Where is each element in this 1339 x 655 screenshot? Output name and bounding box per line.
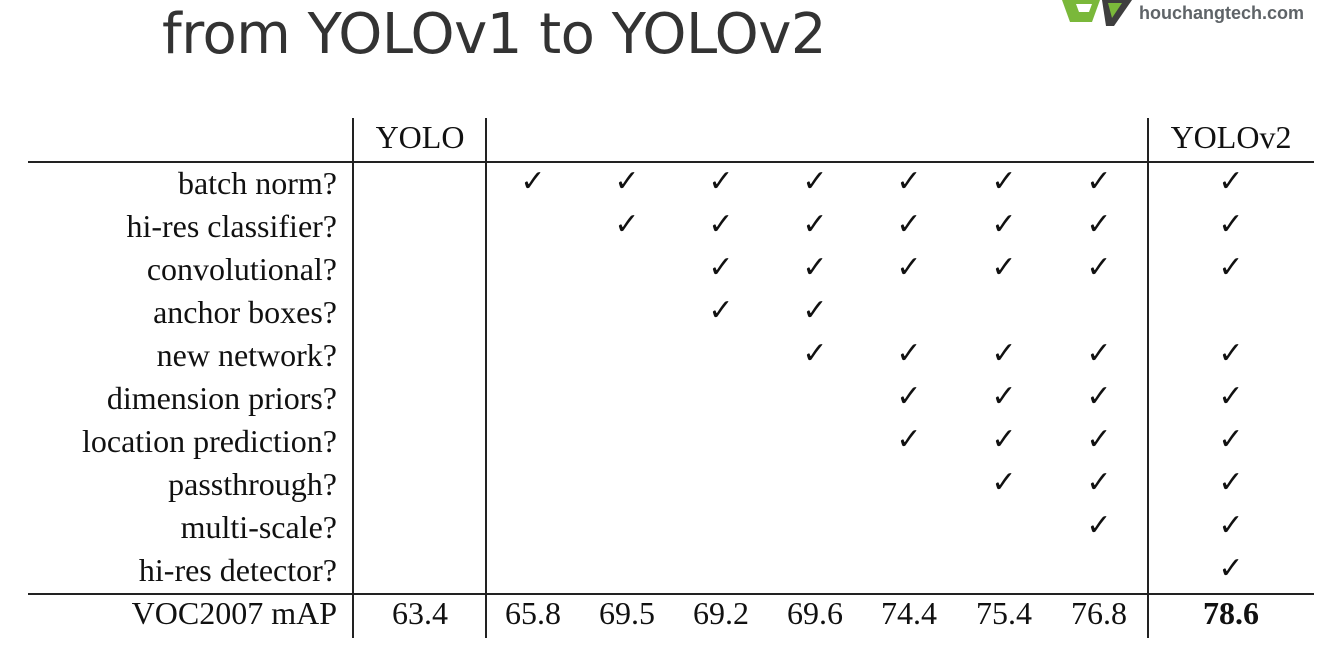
map-score: 75.4: [976, 595, 1032, 631]
map-score: 63.4: [392, 595, 448, 631]
checkmark-icon: ✓: [802, 293, 828, 328]
checkmark-icon: ✓: [708, 207, 734, 242]
checkmark-icon: ✓: [896, 250, 922, 285]
checkmark-icon: ✓: [1218, 379, 1244, 414]
checkmark-icon: ✓: [1218, 164, 1244, 199]
metric-label: VOC2007 mAP: [131, 595, 337, 631]
checkmark-icon: ✓: [802, 207, 828, 242]
ev-logo-icon: [1062, 0, 1132, 26]
map-score: 69.6: [787, 595, 843, 631]
checkmark-icon: ✓: [991, 465, 1017, 500]
checkmark-icon: ✓: [991, 422, 1017, 457]
header-rule: [28, 161, 1314, 163]
checkmark-icon: ✓: [896, 164, 922, 199]
checkmark-icon: ✓: [1218, 250, 1244, 285]
feature-label: dimension priors?: [106, 380, 337, 416]
checkmark-icon: ✓: [1086, 336, 1112, 371]
map-score: 69.2: [693, 595, 749, 631]
checkmark-icon: ✓: [520, 164, 546, 199]
checkmark-icon: ✓: [614, 207, 640, 242]
checkmark-icon: ✓: [1218, 465, 1244, 500]
feature-label: location prediction?: [81, 423, 337, 459]
checkmark-icon: ✓: [1218, 508, 1244, 543]
divider-right: [1147, 118, 1149, 638]
divider-left: [352, 118, 354, 638]
feature-label: multi-scale?: [180, 509, 337, 545]
checkmark-icon: ✓: [991, 250, 1017, 285]
checkmark-icon: ✓: [1218, 551, 1244, 586]
checkmark-icon: ✓: [991, 164, 1017, 199]
checkmark-icon: ✓: [896, 336, 922, 371]
checkmark-icon: ✓: [1086, 207, 1112, 242]
brand-name: houchangtech.com: [1139, 3, 1305, 23]
checkmark-icon: ✓: [1086, 250, 1112, 285]
checkmark-icon: ✓: [614, 164, 640, 199]
checkmark-icon: ✓: [896, 207, 922, 242]
feature-label: convolutional?: [146, 251, 337, 287]
checkmark-icon: ✓: [1218, 422, 1244, 457]
checkmark-icon: ✓: [708, 293, 734, 328]
column-header-yolov2: YOLOv2: [1170, 119, 1292, 155]
map-score: 65.8: [505, 595, 561, 631]
feature-label: new network?: [156, 337, 337, 373]
checkmark-icon: ✓: [1086, 465, 1112, 500]
feature-label: passthrough?: [168, 466, 337, 502]
checkmark-icon: ✓: [802, 164, 828, 199]
checkmark-icon: ✓: [802, 336, 828, 371]
feature-label: batch norm?: [177, 165, 337, 201]
checkmark-icon: ✓: [708, 250, 734, 285]
column-header-yolo: YOLO: [375, 119, 465, 155]
checkmark-icon: ✓: [1218, 207, 1244, 242]
checkmark-icon: ✓: [991, 379, 1017, 414]
feature-label: hi-res classifier?: [126, 208, 337, 244]
feature-label: anchor boxes?: [153, 294, 337, 330]
checkmark-icon: ✓: [991, 207, 1017, 242]
map-score: 69.5: [599, 595, 655, 631]
checkmark-icon: ✓: [896, 422, 922, 457]
map-score: 78.6: [1203, 595, 1259, 631]
checkmark-icon: ✓: [896, 379, 922, 414]
footer-rule: [28, 593, 1314, 595]
page-title: from YOLOv1 to YOLOv2: [162, 2, 827, 67]
checkmark-icon: ✓: [802, 250, 828, 285]
checkmark-icon: ✓: [1086, 422, 1112, 457]
checkmark-icon: ✓: [991, 336, 1017, 371]
feature-label: hi-res detector?: [138, 552, 337, 588]
checkmark-icon: ✓: [1086, 508, 1112, 543]
checkmark-icon: ✓: [708, 164, 734, 199]
checkmark-icon: ✓: [1086, 164, 1112, 199]
divider-mid: [485, 118, 487, 638]
map-score: 74.4: [881, 595, 937, 631]
map-score: 76.8: [1071, 595, 1127, 631]
checkmark-icon: ✓: [1086, 379, 1112, 414]
checkmark-icon: ✓: [1218, 336, 1244, 371]
